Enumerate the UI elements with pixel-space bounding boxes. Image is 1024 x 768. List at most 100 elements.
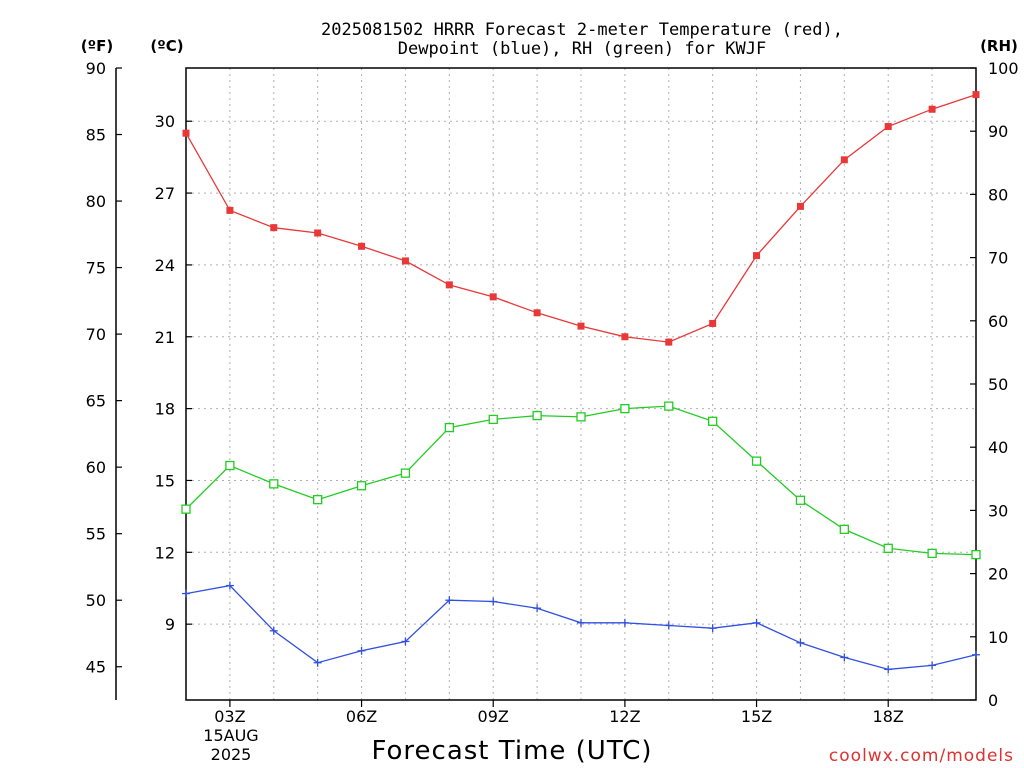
data-point-temperature: [533, 309, 541, 317]
data-point-temperature: [884, 123, 892, 131]
rh-tick-label: 0: [988, 691, 998, 710]
data-point-dewpoint: [577, 618, 585, 627]
data-point-temperature: [840, 156, 848, 164]
data-point-dewpoint: [269, 626, 278, 635]
data-point-dewpoint: [182, 589, 190, 598]
x-axis-label: Forecast Time (UTC): [371, 736, 652, 766]
data-point-dewpoint: [620, 618, 629, 627]
data-point-temperature: [358, 242, 366, 250]
data-point-rh: [708, 416, 718, 426]
data-point-dewpoint: [225, 581, 234, 590]
series-layer: [181, 91, 981, 674]
data-point-temperature: [796, 202, 804, 210]
celsius-unit-label: (ºC): [150, 37, 183, 55]
x-tick-label: 03Z: [214, 707, 245, 726]
rh-tick-label: 40: [988, 438, 1008, 457]
data-point-temperature: [709, 319, 717, 327]
celsius-tick-label: 9: [165, 615, 175, 634]
data-point-rh: [356, 481, 367, 491]
data-point-rh: [225, 460, 235, 471]
data-point-temperature: [972, 91, 980, 99]
data-point-rh: [620, 403, 630, 414]
data-point-dewpoint: [357, 646, 366, 655]
fahrenheit-tick-label: 80: [86, 192, 106, 211]
data-point-rh: [400, 468, 411, 478]
fahrenheit-tick-label: 90: [86, 59, 106, 78]
celsius-tick-label: 30: [155, 112, 175, 131]
data-point-dewpoint: [489, 597, 498, 606]
rh-tick-label: 10: [988, 628, 1008, 647]
chart-title-line2: Dewpoint (blue), RH (green) for KWJF: [398, 39, 766, 59]
data-point-dewpoint: [972, 650, 980, 659]
x-tick-label: 06Z: [346, 707, 377, 726]
data-point-dewpoint: [664, 621, 673, 630]
data-point-temperature: [753, 252, 761, 260]
data-point-dewpoint: [884, 665, 893, 674]
data-point-dewpoint: [401, 637, 410, 646]
data-point-rh: [839, 524, 849, 535]
data-point-rh: [751, 456, 762, 466]
x-tick-label: 18Z: [873, 707, 904, 726]
chart-title-line1: 2025081502 HRRR Forecast 2-meter Tempera…: [321, 20, 843, 40]
celsius-tick-label: 24: [155, 256, 175, 275]
rh-tick-label: 100: [988, 59, 1019, 78]
data-point-rh: [532, 410, 542, 421]
data-point-temperature: [928, 105, 936, 113]
data-point-dewpoint: [533, 604, 542, 613]
data-point-temperature: [489, 293, 497, 301]
fahrenheit-tick-label: 70: [86, 325, 106, 344]
data-point-temperature: [577, 322, 585, 330]
celsius-tick-label: 18: [155, 400, 175, 419]
date-label-day: 15AUG: [203, 726, 258, 745]
data-point-temperature: [665, 338, 673, 346]
x-tick-label: 09Z: [478, 707, 509, 726]
data-point-rh: [313, 495, 323, 505]
data-point-temperature: [445, 281, 453, 289]
fahrenheit-unit-label: (ºF): [81, 37, 113, 55]
x-tick-label: 12Z: [609, 707, 640, 726]
rh-tick-label: 30: [988, 501, 1008, 520]
data-point-dewpoint: [928, 661, 937, 670]
plot-frame: [185, 67, 977, 701]
data-point-temperature: [314, 229, 322, 237]
fahrenheit-tick-label: 45: [86, 658, 106, 677]
x-tick-label: 15Z: [741, 707, 772, 726]
data-point-dewpoint: [313, 658, 322, 667]
rh-tick-label: 60: [988, 312, 1008, 331]
fahrenheit-tick-label: 50: [86, 591, 106, 610]
rh-tick-label: 80: [988, 185, 1008, 204]
data-point-rh: [795, 495, 806, 505]
fahrenheit-tick-label: 75: [86, 259, 106, 278]
tick-labels: 9 12 15 18 21 24 27 30 45 50 55 60 65 70 75 80 85 90 0 10 20…: [86, 59, 1019, 726]
rh-tick-label: 20: [988, 565, 1008, 584]
data-point-rh: [664, 401, 674, 411]
data-point-dewpoint: [796, 638, 805, 647]
data-point-dewpoint: [752, 618, 761, 627]
data-point-rh: [576, 412, 586, 422]
rh-tick-label: 90: [988, 122, 1008, 141]
rh-unit-label: (RH): [980, 37, 1018, 55]
data-point-rh: [927, 548, 937, 559]
data-point-rh: [971, 549, 981, 560]
rh-tick-label: 50: [988, 375, 1008, 394]
series-temperature: [182, 91, 980, 346]
series-dewpoint: [182, 581, 980, 674]
celsius-tick-label: 27: [155, 184, 175, 203]
celsius-tick-label: 12: [155, 543, 175, 562]
data-point-temperature: [182, 129, 190, 137]
fahrenheit-tick-label: 85: [86, 126, 106, 145]
data-point-dewpoint: [445, 596, 454, 605]
rh-tick-label: 70: [988, 249, 1008, 268]
data-point-rh: [269, 479, 279, 489]
data-point-temperature: [621, 333, 629, 341]
date-label-year: 2025: [211, 745, 252, 764]
data-point-temperature: [270, 224, 278, 232]
data-point-dewpoint: [708, 624, 717, 633]
data-point-rh: [444, 422, 454, 433]
data-point-rh: [883, 543, 893, 553]
fahrenheit-tick-label: 60: [86, 458, 106, 477]
data-point-rh: [181, 504, 191, 514]
fahrenheit-tick-label: 55: [86, 525, 106, 544]
data-point-temperature: [226, 206, 234, 214]
